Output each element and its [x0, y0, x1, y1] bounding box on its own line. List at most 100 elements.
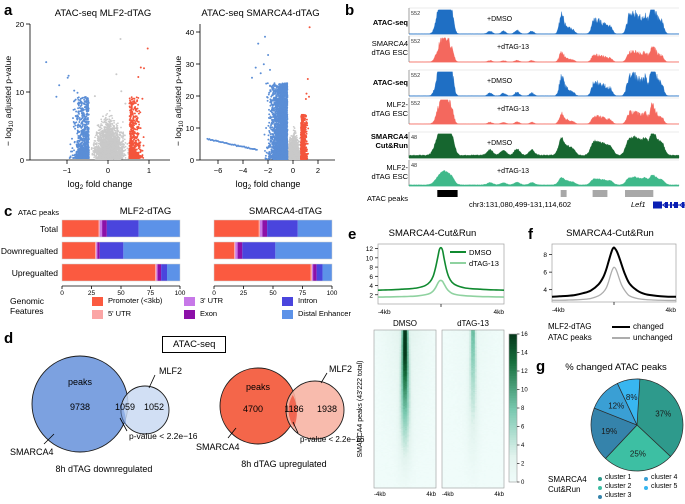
f-legend-label-changed: changed	[633, 322, 664, 331]
track-treatment-4: +DMSO	[487, 140, 513, 147]
heatmap-svg: DMSO dTAG-13 SMARCA4 peaks (43'222 total) -…	[357, 319, 528, 498]
svg-text:−6: −6	[214, 166, 223, 175]
pie-label-5: 8%	[626, 393, 638, 402]
f-legend-group-1: MLF2-dTAG	[548, 322, 592, 331]
e-ytick: 10	[366, 255, 374, 262]
bar-segment	[275, 242, 332, 259]
legend-swatch-2	[184, 297, 195, 306]
bar-segment	[62, 264, 156, 281]
pie-slice-1[interactable]	[636, 378, 684, 457]
g-legend-dot-5	[644, 486, 648, 490]
bar-segment	[237, 242, 243, 259]
colorbar-tick: 8	[521, 406, 525, 412]
track-signal-0	[408, 9, 680, 35]
legend-swatch-5	[282, 310, 293, 319]
track-scale-4: 48	[411, 135, 417, 141]
bar-segment	[102, 220, 107, 237]
legend-swatch-4	[282, 297, 293, 306]
venn-up-setb-label: MLF2	[329, 364, 352, 374]
bar-xtick: 50	[269, 290, 277, 297]
volcano-left-points	[45, 38, 149, 160]
bar-segment	[95, 242, 97, 259]
pie-label-4: 12%	[608, 402, 624, 411]
svg-text:30: 30	[186, 60, 194, 69]
volcano-left-plot: − log10 adjusted p-value 0 10 20 −1 0 1 …	[0, 20, 180, 205]
panel-f-title: SMARCA4-Cut&Run	[566, 228, 654, 239]
track-scale-5: 48	[411, 163, 417, 169]
volcano-right-points	[206, 26, 311, 160]
venn-up-pvalue: p-value < 2.2e−16	[300, 435, 365, 444]
bar-xtick: 100	[327, 290, 338, 297]
bar-segment	[310, 264, 312, 281]
metaprofile-svg: 2 4 6 8 10 12 -4kb 4kb DMSO dTAG-13	[366, 243, 505, 316]
venn-down-caption: 8h dTAG downregulated	[56, 464, 153, 474]
venn-up-only-b: 1938	[317, 404, 337, 414]
pie-label-1: 37%	[655, 410, 671, 419]
panel-c-title-right: SMARCA4-dTAG	[248, 206, 323, 217]
bar-row-label-2: Upregualted	[12, 268, 59, 278]
track-scale-1: 552	[411, 39, 420, 45]
svg-text:−4: −4	[239, 166, 248, 175]
venn-down-pvalue: p-value < 2.2e−16	[129, 431, 198, 441]
svg-text:10: 10	[186, 124, 194, 133]
legend-title-line2: Features	[10, 306, 44, 316]
track-label-5: dTAG ESC	[371, 109, 408, 118]
track-label-8: MLF2-	[386, 163, 408, 172]
legend-title-line1: Genomic	[10, 296, 45, 306]
g-legend-dot-3	[598, 495, 602, 499]
bar-segment	[214, 242, 235, 259]
track-label-4: MLF2-	[386, 100, 408, 109]
svg-text:0: 0	[190, 156, 194, 165]
bar-segment	[98, 220, 100, 237]
atac-peak-box-0	[437, 190, 458, 197]
bar-xtick: 0	[212, 290, 216, 297]
track-label-9: dTAG ESC	[371, 172, 408, 181]
panel-label-a: a	[4, 2, 13, 19]
venn-down-svg: peaks 9738 1059 1052 MLF2 SMARCA4 p-valu…	[10, 355, 198, 474]
f-legend-swatch-unchanged	[612, 337, 630, 339]
bar-xtick: 25	[88, 290, 96, 297]
volcano-right-yticks: 0 10 20 30 40	[186, 28, 200, 165]
heatmap-xtick-left: -4kb	[442, 492, 454, 498]
bar-segment	[167, 264, 180, 281]
legend-swatch-1	[92, 310, 103, 319]
panel-label-g: g	[536, 358, 546, 375]
e-ytick: 8	[369, 265, 373, 272]
bar-row-label-0: Total	[40, 224, 58, 234]
legend-label-2: 3' UTR	[200, 296, 224, 305]
pie-label-3: 19%	[601, 427, 617, 436]
track-treatment-3: +dTAG-13	[497, 106, 529, 113]
stacked-bars-svg: Total Downregualted Upregualted 0 25 50 75 100 0…	[1, 219, 338, 297]
atac-peaks-label: ATAC peaks	[367, 194, 408, 203]
colorbar-tick: 16	[521, 332, 528, 338]
bar-segment	[262, 220, 268, 237]
atac-seq-box-label: ATAC-seq	[162, 336, 227, 353]
bar-segment	[99, 220, 103, 237]
genome-tracks-svg: 552 +DMSO 552 +dTAG-13 552 +DMSO 552 +dTAG-13 48…	[408, 7, 680, 197]
panel-e-title: SMARCA4-Cut&Run	[388, 228, 477, 239]
pie-slice-2[interactable]	[605, 424, 672, 472]
pie-svg: 37% 25% 19% 12%8%	[590, 378, 684, 472]
g-legend-group-1: SMARCA4	[548, 475, 587, 484]
e-curve-dTAG-13	[377, 279, 505, 298]
f-xtick-right: 4kb	[666, 307, 677, 314]
volcano-right-xticks: −6 −4 −2 0 2	[214, 160, 320, 175]
track-label-3: ATAC-seq	[372, 78, 408, 87]
colorbar-tick: 12	[521, 369, 528, 375]
g-legend-label-5: cluster 5	[651, 483, 678, 490]
bar-segment	[267, 220, 298, 237]
heatmap-block: DMSO dTAG-13 SMARCA4 peaks (43'222 total) -…	[352, 318, 528, 504]
svg-text:20: 20	[186, 92, 194, 101]
pie-slice-5[interactable]	[616, 378, 641, 426]
panel-label-e: e	[348, 226, 357, 243]
svg-text:0: 0	[291, 166, 295, 175]
volcano-left-xlabel: log2 fold change	[68, 179, 133, 191]
volcano-right-title: ATAC-seq SMARCA4-dTAG	[201, 8, 320, 19]
f-curve-unchanged	[551, 266, 677, 302]
bar-xtick: 75	[299, 290, 307, 297]
svg-text:−1: −1	[63, 166, 72, 175]
venn-upregulated: peaks 4700 1186 1938 MLF2 SMARCA4 p-valu…	[196, 360, 386, 478]
f-legend-swatch-changed	[612, 326, 630, 329]
f-legend-group-2: ATAC peaks	[548, 333, 592, 342]
track-treatment-0: +DMSO	[487, 16, 513, 23]
